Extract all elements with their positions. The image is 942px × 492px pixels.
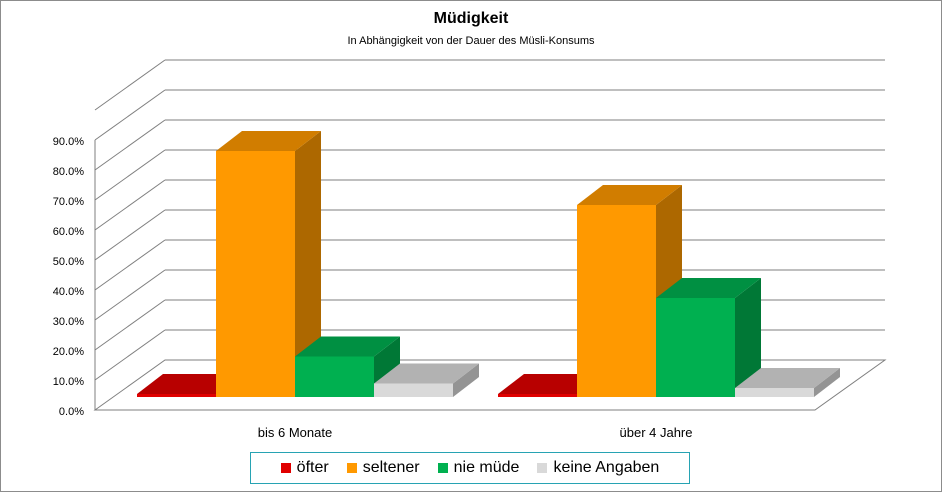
gridline-diagonal bbox=[94, 119, 166, 171]
legend-swatch bbox=[346, 463, 357, 473]
y-tick-label: 10.0% bbox=[53, 376, 84, 388]
legend-item: nie müde bbox=[437, 459, 520, 477]
gridline-diagonal bbox=[94, 59, 166, 111]
gridline-diagonal bbox=[94, 269, 166, 321]
legend-item: keine Angaben bbox=[537, 459, 659, 477]
y-tick-label: 50.0% bbox=[53, 256, 84, 268]
gridline-diagonal bbox=[94, 239, 166, 291]
legend-swatch bbox=[280, 463, 291, 473]
gridline-diagonal bbox=[94, 89, 166, 141]
x-axis-label: über 4 Jahre bbox=[620, 425, 693, 440]
gridline-diagonal bbox=[94, 179, 166, 231]
y-tick-label: 20.0% bbox=[53, 346, 84, 358]
gridline-diagonal bbox=[94, 149, 166, 201]
bar-keine-Angaben-0 bbox=[374, 363, 479, 397]
legend-item: öfter bbox=[280, 459, 329, 477]
gridlines bbox=[94, 59, 885, 381]
y-tick-label: 80.0% bbox=[53, 166, 84, 178]
x-axis-label: bis 6 Monate bbox=[258, 425, 332, 440]
bars bbox=[137, 131, 840, 397]
chart-title: Müdigkeit bbox=[433, 10, 509, 27]
y-tick-label: 40.0% bbox=[53, 286, 84, 298]
legend-label: öfter bbox=[296, 459, 329, 476]
gridline-diagonal bbox=[94, 209, 166, 261]
legend-label: seltener bbox=[362, 459, 420, 476]
y-tick-label: 30.0% bbox=[53, 316, 84, 328]
legend-swatch bbox=[437, 463, 448, 473]
gridline-diagonal bbox=[94, 299, 166, 351]
chart-subtitle: In Abhängigkeit von der Dauer des Müsli-… bbox=[347, 35, 595, 47]
bar-nie-müde-1 bbox=[656, 278, 761, 397]
gridline-diagonal bbox=[94, 329, 166, 381]
legend-label: nie müde bbox=[453, 459, 520, 476]
legend-item: seltener bbox=[346, 459, 420, 477]
y-axis-ticks: 0.0% 10.0% 20.0% 30.0% 40.0% 50.0% 60.0% 70.0% 8… bbox=[53, 136, 84, 418]
x-axis-labels: bis 6 Monate über 4 Jahre bbox=[258, 425, 693, 440]
y-tick-label: 0.0% bbox=[59, 406, 84, 418]
y-tick-label: 70.0% bbox=[53, 196, 84, 208]
legend-label: keine Angaben bbox=[553, 459, 660, 476]
y-tick-label: 90.0% bbox=[53, 136, 84, 148]
legend-swatch bbox=[537, 463, 548, 473]
chart-legend: öfter seltener nie müde keine Angaben bbox=[250, 452, 690, 484]
bar-seltener-0 bbox=[216, 131, 321, 397]
bar-keine-Angaben-1 bbox=[735, 368, 840, 397]
y-tick-label: 60.0% bbox=[53, 226, 84, 238]
bar-nie-müde-0 bbox=[295, 336, 400, 397]
